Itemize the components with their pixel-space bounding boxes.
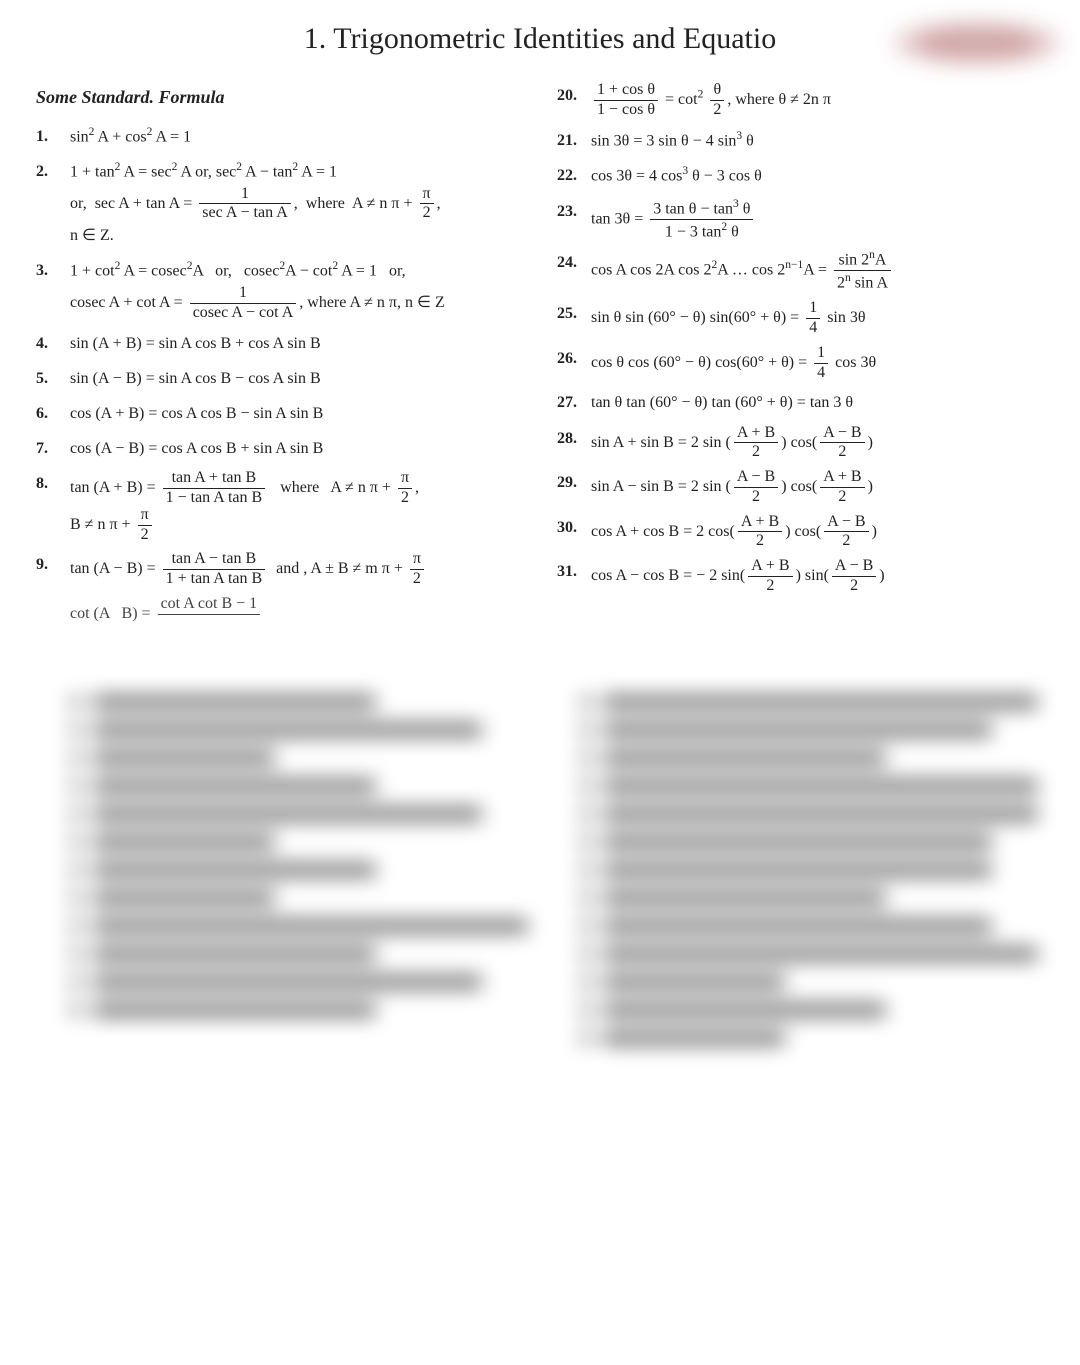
formula-body: cos (A + B) = cos A cos B − sin A sin B — [70, 400, 523, 427]
formula-number: 3. — [36, 257, 70, 321]
formula-item: 28.sin A + sin B = 2 sin (A + B2) cos(A … — [557, 425, 1044, 462]
formula-body: tan (A − B) = tan A − tan B1 + tan A tan… — [70, 551, 523, 588]
formula-body: tan (A + B) = tan A + tan B1 − tan A tan… — [70, 470, 523, 543]
formula-item: 4.sin (A + B) = sin A cos B + cos A sin … — [36, 330, 523, 357]
formula-number: 27. — [557, 389, 591, 416]
blurred-content — [0, 695, 1080, 1365]
formula-number: 2. — [36, 158, 70, 249]
formula-item: 2.1 + tan2 A = sec2 A or, sec2 A − tan2 … — [36, 158, 523, 249]
formula-number: 8. — [36, 470, 70, 543]
formula-number: 30. — [557, 514, 591, 551]
page: 1. Trigonometric Identities and Equatio … — [0, 0, 1080, 1365]
formula-body: tan 3θ = 3 tan θ − tan3 θ1 − 3 tan2 θ — [591, 198, 1044, 241]
formula-item: 20.1 + cos θ1 − cos θ = cot2 θ2, where θ… — [557, 82, 1044, 119]
formula-number: 22. — [557, 162, 591, 190]
formula-number: 26. — [557, 345, 591, 382]
formula-number: 24. — [557, 249, 591, 292]
formula-item: 22.cos 3θ = 4 cos3 θ − 3 cos θ — [557, 162, 1044, 190]
formula-item: 5.sin (A − B) = sin A cos B − cos A sin … — [36, 365, 523, 392]
formula-item: 31.cos A − cos B = − 2 sin(A + B2) sin(A… — [557, 558, 1044, 595]
formula-number: 21. — [557, 127, 591, 155]
formula-item: 25.sin θ sin (60° − θ) sin(60° + θ) = 14… — [557, 300, 1044, 337]
formula-number: 6. — [36, 400, 70, 427]
formula-item: 21.sin 3θ = 3 sin θ − 4 sin3 θ — [557, 127, 1044, 155]
formula-item: 26.cos θ cos (60° − θ) cos(60° + θ) = 14… — [557, 345, 1044, 382]
section-subhead: Some Standard. Formula — [36, 82, 523, 113]
formula-number: 9. — [36, 551, 70, 588]
formula-item: 1.sin2 A + cos2 A = 1 — [36, 123, 523, 151]
right-column: 20.1 + cos θ1 − cos θ = cot2 θ2, where θ… — [557, 82, 1044, 641]
formula-body: tan θ tan (60° − θ) tan (60° + θ) = tan … — [591, 389, 1044, 416]
formula-number: 1. — [36, 123, 70, 151]
formula-body: sin A − sin B = 2 sin (A − B2) cos(A + B… — [591, 469, 1044, 506]
formula-body: cos A − cos B = − 2 sin(A + B2) sin(A − … — [591, 558, 1044, 595]
formula-item: 6.cos (A + B) = cos A cos B − sin A sin … — [36, 400, 523, 427]
left-column: Some Standard. Formula 1.sin2 A + cos2 A… — [36, 82, 523, 641]
formula-body: cos (A − B) = cos A cos B + sin A sin B — [70, 435, 523, 462]
formula-body: sin2 A + cos2 A = 1 — [70, 123, 523, 151]
formula-body: sin θ sin (60° − θ) sin(60° + θ) = 14 si… — [591, 300, 1044, 337]
formula-item: 3.1 + cot2 A = cosec2A or, cosec2A − cot… — [36, 257, 523, 321]
formula-body: cot (A B) = cot A cot B − 1 — [70, 596, 523, 633]
columns: Some Standard. Formula 1.sin2 A + cos2 A… — [36, 82, 1044, 641]
formula-body: 1 + cos θ1 − cos θ = cot2 θ2, where θ ≠ … — [591, 82, 1044, 119]
formula-item: 23.tan 3θ = 3 tan θ − tan3 θ1 − 3 tan2 θ — [557, 198, 1044, 241]
formula-item: cot (A B) = cot A cot B − 1 — [36, 596, 523, 633]
formula-number: 23. — [557, 198, 591, 241]
formula-number: 25. — [557, 300, 591, 337]
formula-item: 9.tan (A − B) = tan A − tan B1 + tan A t… — [36, 551, 523, 588]
formula-number: 7. — [36, 435, 70, 462]
formula-body: sin A + sin B = 2 sin (A + B2) cos(A − B… — [591, 425, 1044, 462]
formula-item: 24.cos A cos 2A cos 22A … cos 2n−1A = si… — [557, 249, 1044, 292]
formula-number: 31. — [557, 558, 591, 595]
formula-body: 1 + cot2 A = cosec2A or, cosec2A − cot2 … — [70, 257, 523, 321]
formula-item: 8.tan (A + B) = tan A + tan B1 − tan A t… — [36, 470, 523, 543]
formula-body: cos A cos 2A cos 22A … cos 2n−1A = sin 2… — [591, 249, 1044, 292]
formula-body: 1 + tan2 A = sec2 A or, sec2 A − tan2 A … — [70, 158, 523, 249]
formula-number: 28. — [557, 425, 591, 462]
formula-item: 7.cos (A − B) = cos A cos B + sin A sin … — [36, 435, 523, 462]
formula-body: cos θ cos (60° − θ) cos(60° + θ) = 14 co… — [591, 345, 1044, 382]
formula-number: 4. — [36, 330, 70, 357]
formula-number: 5. — [36, 365, 70, 392]
watermark-smudge — [892, 20, 1062, 66]
formula-item: 30.cos A + cos B = 2 cos(A + B2) cos(A −… — [557, 514, 1044, 551]
formula-item: 27.tan θ tan (60° − θ) tan (60° + θ) = t… — [557, 389, 1044, 416]
formula-body: sin (A − B) = sin A cos B − cos A sin B — [70, 365, 523, 392]
formula-body: sin 3θ = 3 sin θ − 4 sin3 θ — [591, 127, 1044, 155]
formula-number: 29. — [557, 469, 591, 506]
formula-item: 29.sin A − sin B = 2 sin (A − B2) cos(A … — [557, 469, 1044, 506]
formula-body: sin (A + B) = sin A cos B + cos A sin B — [70, 330, 523, 357]
formula-number — [36, 596, 70, 633]
formula-body: cos 3θ = 4 cos3 θ − 3 cos θ — [591, 162, 1044, 190]
formula-number: 20. — [557, 82, 591, 119]
formula-body: cos A + cos B = 2 cos(A + B2) cos(A − B2… — [591, 514, 1044, 551]
